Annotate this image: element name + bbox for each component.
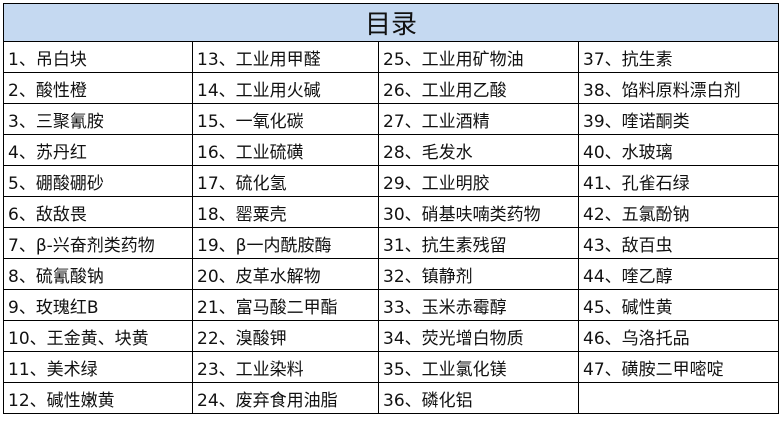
table-cell[interactable]: 7、β-兴奋剂类药物 xyxy=(3,227,193,259)
table-cell[interactable]: 24、废弃食用油脂 xyxy=(192,382,379,414)
table-row: 10、王金黄、块黄 22、溴酸钾 34、荧光增白物质 46、乌洛托品 xyxy=(3,320,780,352)
table-row: 6、敌敌畏 18、罂粟壳 30、硝基呋喃类药物 42、五氯酚钠 xyxy=(3,196,780,228)
table-cell[interactable]: 18、罂粟壳 xyxy=(192,196,379,228)
table-cell[interactable]: 15、一氧化碳 xyxy=(192,103,379,135)
table-cell[interactable]: 9、玫瑰红B xyxy=(3,289,193,321)
table-cell[interactable]: 45、碱性黄 xyxy=(577,289,780,321)
table-cell[interactable]: 4、苏丹红 xyxy=(3,134,193,166)
table-cell[interactable]: 13、工业用甲醛 xyxy=(192,41,379,73)
table-cell[interactable]: 5、硼酸硼砂 xyxy=(3,165,193,197)
table-row: 2、酸性橙 14、工业用火碱 26、工业用乙酸 38、馅料原料漂白剂 xyxy=(3,72,780,104)
table-cell[interactable]: 11、美术绿 xyxy=(3,351,193,383)
table-row: 8、硫氰酸钠 20、皮革水解物 32、镇静剂 44、喹乙醇 xyxy=(3,258,780,290)
table-cell[interactable]: 38、馅料原料漂白剂 xyxy=(577,72,780,104)
table-cell[interactable]: 37、抗生素 xyxy=(577,41,780,73)
table-cell[interactable]: 8、硫氰酸钠 xyxy=(3,258,193,290)
table-row: 7、β-兴奋剂类药物 19、β一内酰胺酶 31、抗生素残留 43、敌百虫 xyxy=(3,227,780,259)
table-row: 9、玫瑰红B 21、富马酸二甲酯 33、玉米赤霉醇 45、碱性黄 xyxy=(3,289,780,321)
table-row: 5、硼酸硼砂 17、硫化氢 29、工业明胶 41、孔雀石绿 xyxy=(3,165,780,197)
table-cell[interactable]: 19、β一内酰胺酶 xyxy=(192,227,379,259)
table-cell[interactable]: 10、王金黄、块黄 xyxy=(3,320,193,352)
table-cell[interactable]: 28、毛发水 xyxy=(378,134,579,166)
table-cell[interactable]: 32、镇静剂 xyxy=(378,258,579,290)
table-cell[interactable]: 27、工业酒精 xyxy=(378,103,579,135)
table-cell[interactable]: 35、工业氯化镁 xyxy=(378,351,579,383)
table-row: 4、苏丹红 16、工业硫磺 28、毛发水 40、水玻璃 xyxy=(3,134,780,166)
table-cell[interactable]: 33、玉米赤霉醇 xyxy=(378,289,579,321)
table-cell[interactable]: 36、磷化铝 xyxy=(378,382,579,414)
table-cell[interactable]: 42、五氯酚钠 xyxy=(577,196,780,228)
table-cell[interactable]: 29、工业明胶 xyxy=(378,165,579,197)
title-row: 目录 xyxy=(2,3,780,42)
table-cell[interactable]: 30、硝基呋喃类药物 xyxy=(378,196,579,228)
table-cell[interactable]: 31、抗生素残留 xyxy=(378,227,579,259)
table-cell[interactable]: 41、孔雀石绿 xyxy=(577,165,780,197)
table-cell[interactable]: 23、工业染料 xyxy=(192,351,379,383)
table-row: 11、美术绿 23、工业染料 35、工业氯化镁 47、磺胺二甲嘧啶 xyxy=(3,351,780,383)
table-cell[interactable]: 46、乌洛托品 xyxy=(577,320,780,352)
table-cell[interactable]: 25、工业用矿物油 xyxy=(378,41,579,73)
table-cell[interactable]: 3、三聚氰胺 xyxy=(3,103,193,135)
table-cell[interactable]: 1、吊白块 xyxy=(3,41,193,73)
table-cell[interactable]: 40、水玻璃 xyxy=(577,134,780,166)
table-row: 12、碱性嫩黄 24、废弃食用油脂 36、磷化铝 xyxy=(3,382,780,414)
table-cell[interactable]: 17、硫化氢 xyxy=(192,165,379,197)
table-cell[interactable]: 20、皮革水解物 xyxy=(192,258,379,290)
table-cell[interactable]: 22、溴酸钾 xyxy=(192,320,379,352)
table-cell[interactable]: 34、荧光增白物质 xyxy=(378,320,579,352)
table-row: 3、三聚氰胺 15、一氧化碳 27、工业酒精 39、喹诺酮类 xyxy=(3,103,780,135)
table-cell[interactable]: 44、喹乙醇 xyxy=(577,258,780,290)
table-title: 目录 xyxy=(2,3,780,42)
table-cell[interactable]: 21、富马酸二甲酯 xyxy=(192,289,379,321)
table-cell[interactable]: 47、磺胺二甲嘧啶 xyxy=(577,351,780,383)
table-cell[interactable] xyxy=(577,382,780,414)
table-cell[interactable]: 39、喹诺酮类 xyxy=(577,103,780,135)
table-cell[interactable]: 26、工业用乙酸 xyxy=(378,72,579,104)
table-cell[interactable]: 6、敌敌畏 xyxy=(3,196,193,228)
table-cell[interactable]: 16、工业硫磺 xyxy=(192,134,379,166)
table-cell[interactable]: 12、碱性嫩黄 xyxy=(3,382,193,414)
table-cell[interactable]: 43、敌百虫 xyxy=(577,227,780,259)
table-row: 1、吊白块 13、工业用甲醛 25、工业用矿物油 37、抗生素 xyxy=(3,41,780,73)
catalog-table: 目录 1、吊白块 13、工业用甲醛 25、工业用矿物油 37、抗生素 2、酸性橙 14、工… xyxy=(2,3,780,414)
table-cell[interactable]: 14、工业用火碱 xyxy=(192,72,379,104)
table-cell[interactable]: 2、酸性橙 xyxy=(3,72,193,104)
